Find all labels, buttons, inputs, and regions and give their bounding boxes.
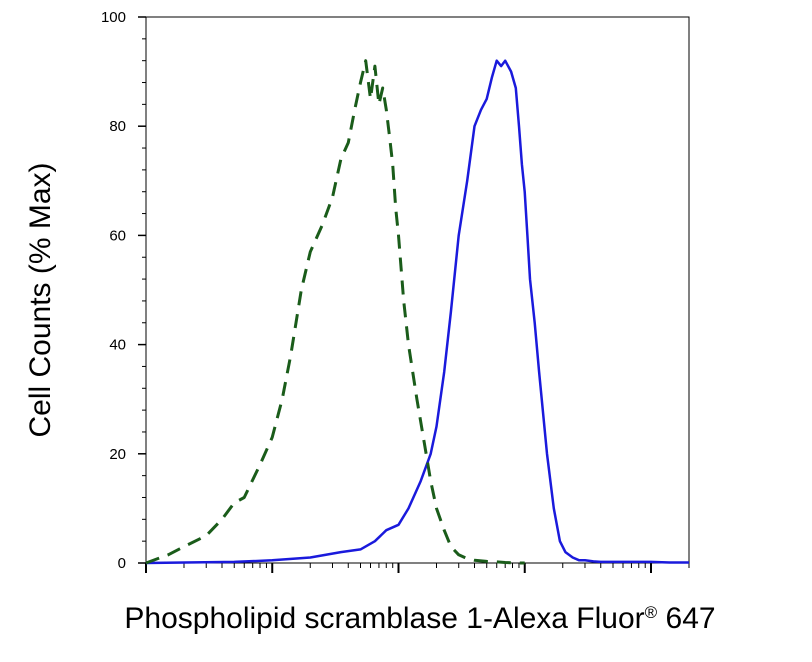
y-tick-label: 100 <box>101 9 126 26</box>
y-tick-label: 60 <box>109 227 126 244</box>
series-layer <box>145 59 689 565</box>
y-axis-title: Cell Counts (% Max) <box>24 162 57 437</box>
x-axis <box>145 563 690 573</box>
plot-frame <box>145 16 690 564</box>
y-tick-label: 20 <box>109 446 126 463</box>
y-tick-label: 80 <box>109 118 126 135</box>
registered-mark: ® <box>645 603 658 622</box>
sample-series-line <box>145 59 689 565</box>
control-series-line <box>145 59 525 565</box>
y-axis: 0 20 40 60 80 100 <box>101 9 146 572</box>
y-tick-label: 40 <box>109 337 126 354</box>
x-axis-title-main: Phospholipid scramblase 1-Alexa Fluor <box>124 602 644 635</box>
x-axis-title: Phospholipid scramblase 1-Alexa Fluor® 6… <box>124 602 715 635</box>
x-axis-title-suffix: 647 <box>657 602 715 635</box>
y-tick-label: 0 <box>118 555 126 572</box>
